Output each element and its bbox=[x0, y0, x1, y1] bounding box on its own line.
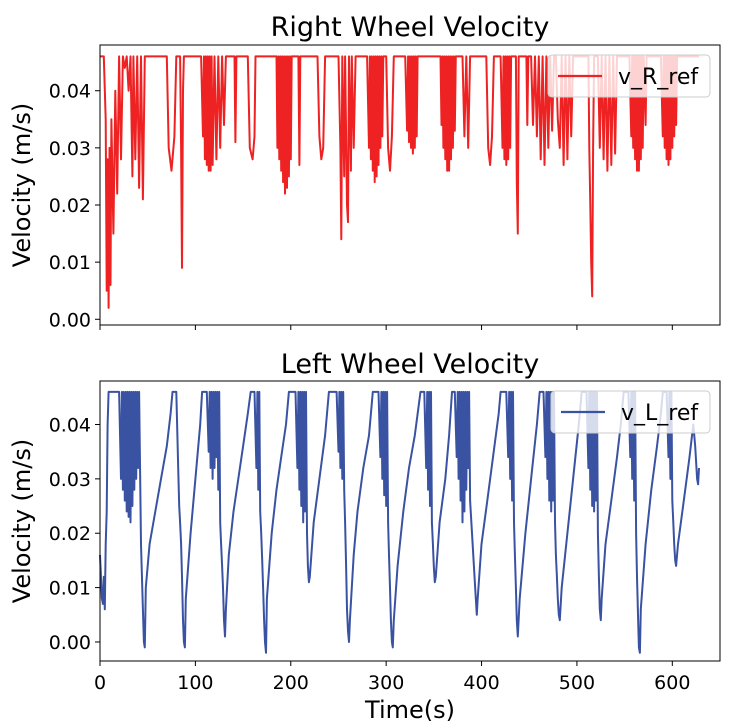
y-tick-label: 0.04 bbox=[49, 414, 91, 436]
left-wheel-legend-label: v_L_ref bbox=[621, 401, 699, 426]
y-tick-label: 0.01 bbox=[49, 252, 91, 274]
right-wheel-y-axis-label: Velocity (m/s) bbox=[8, 103, 36, 267]
right-wheel-velocity-panel: Right Wheel Velocity Velocity (m/s) 0.00… bbox=[8, 12, 721, 331]
y-tick-label: 0.02 bbox=[49, 195, 91, 217]
x-tick-label: 200 bbox=[273, 672, 309, 694]
left-wheel-y-axis-label: Velocity (m/s) bbox=[8, 439, 36, 603]
right-wheel-legend-label: v_R_ref bbox=[618, 65, 699, 90]
left-wheel-axes-frame bbox=[99, 380, 721, 662]
left-wheel-legend: v_L_ref bbox=[550, 390, 711, 434]
right-wheel-plot-area bbox=[100, 55, 699, 309]
y-tick-label: 0.00 bbox=[49, 309, 91, 331]
series-line-v_L_ref bbox=[99, 390, 700, 654]
x-tick-label: 0 bbox=[94, 672, 106, 694]
x-tick-label: 100 bbox=[177, 672, 213, 694]
left-wheel-chart-title: Left Wheel Velocity bbox=[281, 349, 539, 380]
left-wheel-ticks: 0.00 0.01 0.02 0.03 0.04 0 100 200 300 400 500 600 bbox=[49, 414, 691, 694]
y-tick-label: 0.00 bbox=[49, 632, 91, 654]
y-tick-label: 0.04 bbox=[49, 81, 91, 103]
series-line-v_R_ref bbox=[100, 55, 699, 309]
x-tick-label: 600 bbox=[654, 672, 690, 694]
left-wheel-plot-area bbox=[99, 390, 700, 654]
left-wheel-x-axis-label: Time(s) bbox=[364, 696, 455, 724]
x-tick-label: 400 bbox=[463, 672, 499, 694]
y-tick-label: 0.02 bbox=[49, 523, 91, 545]
right-wheel-axes-frame bbox=[99, 44, 721, 326]
x-tick-label: 500 bbox=[559, 672, 595, 694]
y-tick-label: 0.01 bbox=[49, 578, 91, 600]
right-wheel-chart-title: Right Wheel Velocity bbox=[271, 12, 550, 43]
left-wheel-legend-box bbox=[550, 390, 711, 434]
right-wheel-legend-box bbox=[547, 54, 711, 98]
right-wheel-ticks: 0.00 0.01 0.02 0.03 0.04 bbox=[49, 81, 673, 331]
y-tick-label: 0.03 bbox=[49, 469, 91, 491]
y-tick-label: 0.03 bbox=[49, 138, 91, 160]
right-wheel-legend: v_R_ref bbox=[547, 54, 711, 98]
x-tick-label: 300 bbox=[368, 672, 404, 694]
left-wheel-velocity-panel: Left Wheel Velocity Velocity (m/s) Time(… bbox=[8, 349, 721, 724]
